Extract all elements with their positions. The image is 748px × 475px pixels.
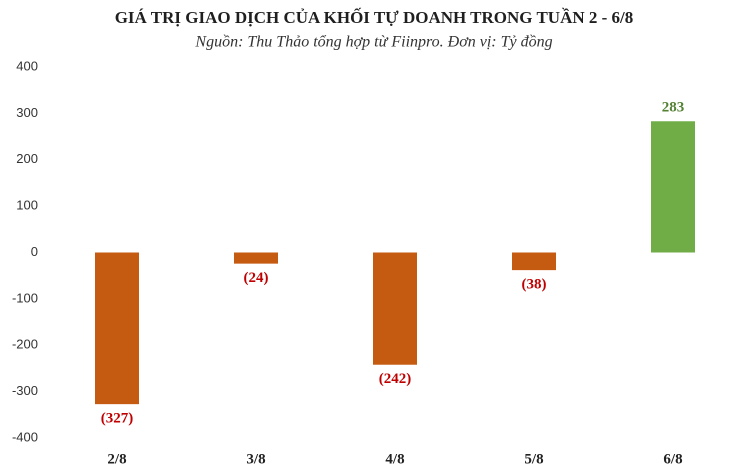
y-tick-label: -300 <box>12 383 38 398</box>
y-tick-label: 200 <box>16 151 38 166</box>
x-tick-label: 3/8 <box>246 451 265 467</box>
bar <box>373 252 417 365</box>
chart-title: GIÁ TRỊ GIAO DỊCH CỦA KHỐI TỰ DOANH TRON… <box>115 7 634 27</box>
x-tick-label: 6/8 <box>663 451 682 467</box>
bar <box>512 252 556 271</box>
bar <box>95 252 139 405</box>
y-tick-label: -400 <box>12 429 38 444</box>
y-tick-label: 300 <box>16 105 38 120</box>
y-tick-label: 0 <box>31 244 38 259</box>
value-label: 283 <box>662 100 685 116</box>
value-label: (327) <box>101 411 134 427</box>
value-label: (24) <box>244 270 269 286</box>
y-tick-label: -200 <box>12 337 38 352</box>
x-tick-label: 5/8 <box>524 451 543 467</box>
y-tick-label: 400 <box>16 58 38 73</box>
value-label: (242) <box>379 371 412 387</box>
value-label: (38) <box>522 277 547 293</box>
x-tick-label: 4/8 <box>385 451 404 467</box>
bar <box>234 252 278 264</box>
chart-subtitle: Nguồn: Thu Thảo tổng hợp từ Fiinpro. Đơn… <box>194 34 552 51</box>
x-tick-label: 2/8 <box>107 451 126 467</box>
y-tick-label: 100 <box>16 198 38 213</box>
bar <box>651 121 695 253</box>
y-tick-label: -100 <box>12 290 38 305</box>
